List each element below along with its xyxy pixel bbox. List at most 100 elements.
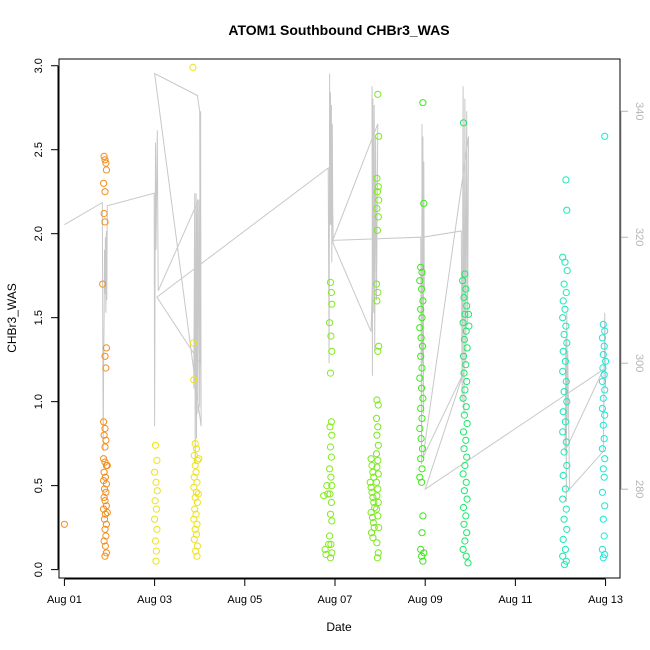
data-point xyxy=(462,478,470,486)
data-point xyxy=(559,347,567,355)
data-point xyxy=(560,280,568,288)
data-point xyxy=(417,455,425,463)
data-point xyxy=(192,468,200,476)
data-point xyxy=(368,488,376,496)
data-point xyxy=(563,398,571,406)
data-point xyxy=(373,297,381,305)
data-point xyxy=(463,529,471,537)
data-point xyxy=(190,376,198,384)
data-point xyxy=(599,515,607,523)
data-point xyxy=(375,132,383,140)
data-point xyxy=(600,342,608,350)
data-point xyxy=(563,461,571,470)
scatter-series xyxy=(416,99,428,565)
data-point xyxy=(374,485,382,493)
data-point xyxy=(416,324,424,332)
data-point xyxy=(418,414,426,422)
data-point xyxy=(560,330,568,339)
data-point xyxy=(366,478,374,486)
data-point xyxy=(191,525,199,533)
data-point xyxy=(560,388,568,396)
data-point xyxy=(101,510,110,518)
data-point xyxy=(190,535,198,544)
data-point xyxy=(326,278,335,286)
data-point xyxy=(327,540,335,549)
y2-tick-label: 320 xyxy=(633,228,645,246)
y-axis-label: CHBr3_WAS xyxy=(5,283,19,353)
data-point xyxy=(100,493,108,501)
data-point xyxy=(561,305,569,313)
data-point xyxy=(152,478,160,486)
data-point xyxy=(561,258,569,266)
data-point xyxy=(326,510,335,518)
data-point xyxy=(103,461,111,470)
y-tick-label: 1.0 xyxy=(33,394,45,409)
data-point xyxy=(100,209,108,218)
data-point xyxy=(562,176,570,184)
data-point xyxy=(372,414,381,422)
data-point xyxy=(151,497,159,505)
data-point xyxy=(367,483,375,491)
data-point xyxy=(561,418,570,426)
data-point xyxy=(562,288,570,297)
data-point xyxy=(152,505,160,513)
y-tick-label: 0.5 xyxy=(33,478,45,493)
data-point xyxy=(463,453,471,461)
data-point xyxy=(369,519,377,527)
x-tick-label: Aug 11 xyxy=(498,594,532,606)
data-point xyxy=(373,226,381,234)
data-point xyxy=(598,488,607,496)
data-point xyxy=(599,554,607,562)
data-point xyxy=(562,557,570,565)
data-point xyxy=(101,473,110,481)
data-point xyxy=(559,367,567,375)
data-point xyxy=(102,549,111,557)
data-point xyxy=(462,436,470,444)
data-point xyxy=(102,364,110,372)
data-point xyxy=(374,423,382,431)
data-point xyxy=(560,561,569,569)
data-point xyxy=(100,152,108,160)
data-point xyxy=(560,515,568,523)
data-point xyxy=(323,482,331,490)
data-point xyxy=(375,196,383,204)
data-point xyxy=(370,498,378,506)
data-point xyxy=(559,552,567,560)
scatter-series xyxy=(151,63,203,565)
data-point xyxy=(598,404,607,412)
data-point xyxy=(151,468,159,476)
data-point xyxy=(561,357,570,365)
data-point xyxy=(326,423,334,431)
data-point xyxy=(418,314,426,322)
data-point xyxy=(459,319,467,327)
data-point xyxy=(193,552,201,560)
data-point xyxy=(419,297,427,305)
data-point xyxy=(460,293,468,302)
data-point xyxy=(100,431,108,439)
data-point xyxy=(462,403,470,411)
data-point xyxy=(419,394,427,402)
data-point xyxy=(373,431,381,439)
data-point xyxy=(459,470,467,478)
data-point xyxy=(102,520,111,528)
data-point xyxy=(153,456,161,464)
data-point xyxy=(101,352,109,360)
data-point xyxy=(367,529,376,537)
scatter-series xyxy=(60,152,111,560)
data-point xyxy=(417,404,425,412)
data-point xyxy=(559,471,567,480)
data-point xyxy=(102,436,110,444)
data-point xyxy=(152,557,160,565)
y-tick-label: 1.5 xyxy=(33,310,45,325)
data-point xyxy=(373,174,381,182)
data-point xyxy=(191,461,199,470)
data-point xyxy=(461,386,469,394)
data-point xyxy=(374,288,382,297)
data-point xyxy=(327,473,335,481)
data-point xyxy=(459,503,468,512)
data-point xyxy=(191,440,199,448)
chart-title: ATOM1 Southbound CHBr3_WAS xyxy=(228,22,449,38)
data-point xyxy=(374,549,382,557)
data-point xyxy=(559,535,567,544)
